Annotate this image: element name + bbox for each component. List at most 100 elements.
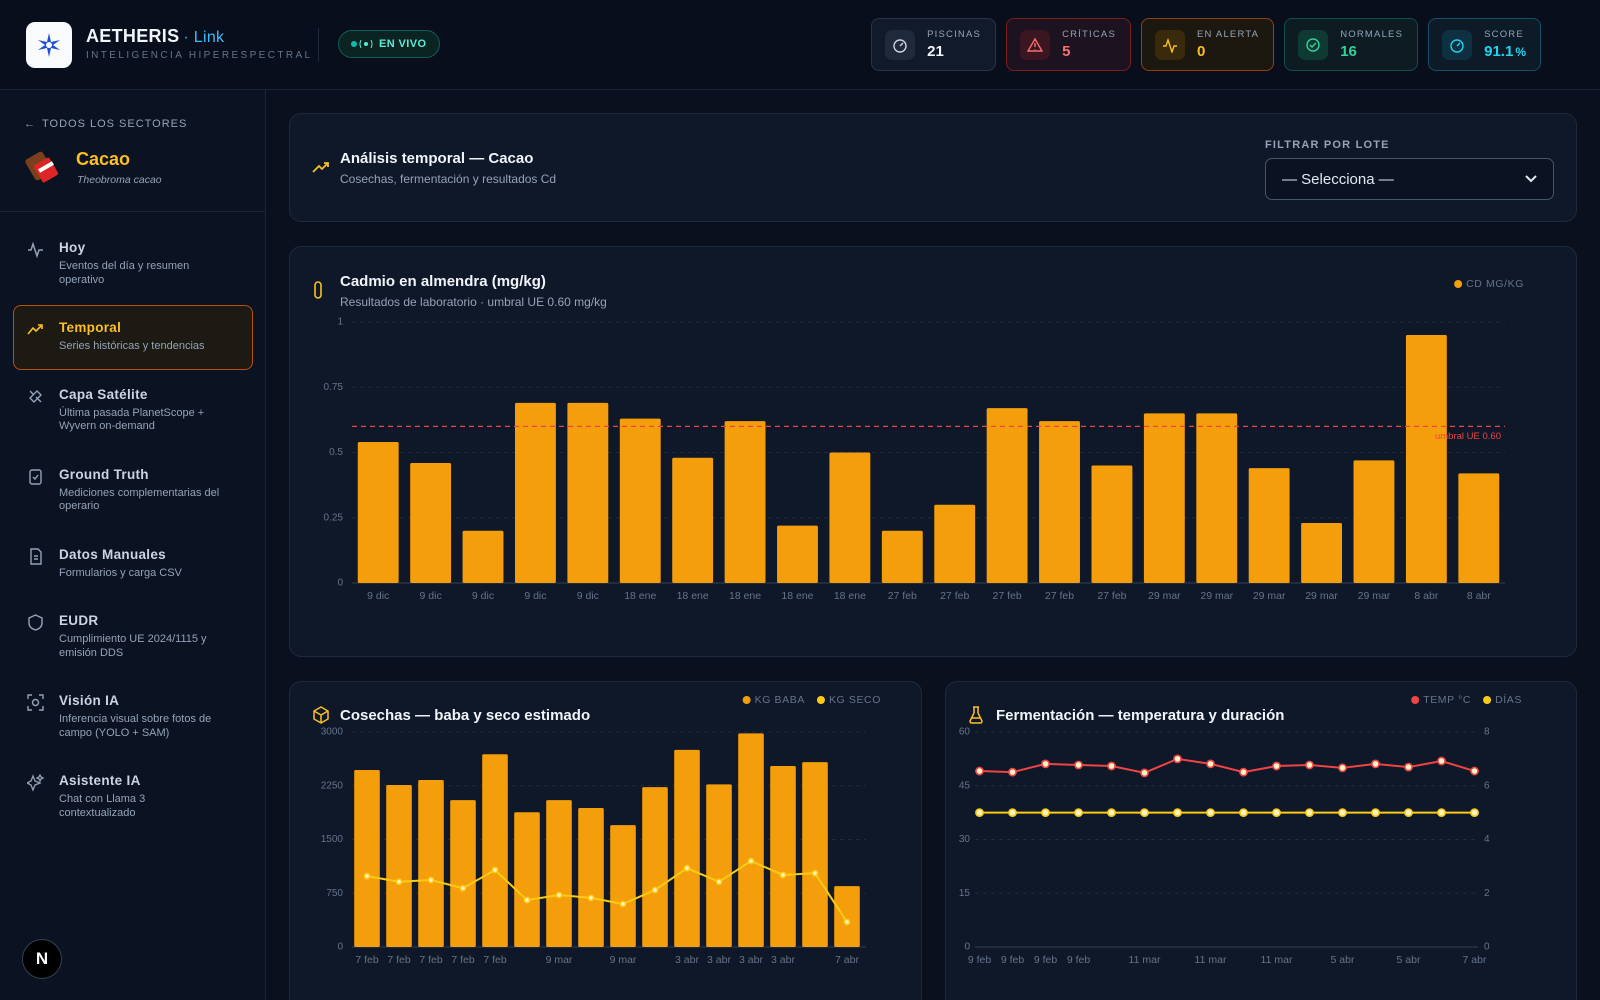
y2-tick-label: 8 [1484, 727, 1490, 738]
bar [462, 530, 504, 583]
nav-item[interactable]: Capa Satélite Última pasada PlanetScope +… [13, 372, 253, 450]
x-tick-label: 5 abr [1331, 954, 1355, 966]
stat-text: PISCINAS 21 [927, 29, 981, 60]
badge[interactable]: N [22, 939, 62, 979]
point [1470, 766, 1479, 776]
y2-tick-label: 6 [1484, 780, 1490, 791]
nav-title: Visión IA [59, 693, 120, 708]
x-tick-label: 9 feb [1034, 954, 1058, 966]
point [395, 878, 403, 886]
point [587, 894, 595, 902]
x-tick-label: 18 ene [729, 590, 761, 602]
point [843, 918, 851, 926]
bar [706, 784, 732, 947]
bar [619, 418, 661, 583]
x-tick-label: 11 mar [1195, 954, 1227, 966]
x-tick-label: 9 mar [610, 954, 637, 966]
bar [934, 504, 976, 583]
back-link[interactable]: ← TODOS LOS SECTORES [24, 118, 187, 130]
nav-subtitle: Inferencia visual sobre fotos de campo (… [59, 713, 212, 739]
nav-icon [29, 389, 42, 403]
nav-subtitle: Eventos del día y resumen operativo [59, 260, 190, 286]
stat-icon [885, 29, 916, 60]
sidebar [0, 90, 266, 1000]
bar [514, 402, 556, 583]
point [975, 766, 984, 776]
nav-item[interactable]: Ground Truth Mediciones complementarias d… [13, 452, 253, 530]
stat-icon [1442, 29, 1473, 60]
legend-label: KG SECO [829, 694, 881, 706]
nav-item[interactable]: Asistente IA Chat con Llama 3 contextuali… [13, 758, 253, 836]
nav-title: Ground Truth [59, 466, 149, 482]
point [555, 891, 563, 899]
bar [802, 762, 828, 947]
nav: Hoy Eventos del día y resumen operativo Te… [13, 225, 253, 836]
y-tick-label: 60 [959, 727, 971, 738]
nav-title: EUDR [59, 613, 99, 628]
legend-label: DÍAS [1495, 693, 1522, 706]
live-icon [351, 39, 373, 49]
bar [386, 785, 412, 947]
point [1107, 761, 1116, 771]
point [715, 878, 723, 886]
x-tick-label: 7 abr [1463, 954, 1487, 966]
nav-subtitle: Cumplimiento UE 2024/1115 y emisión DDS [59, 633, 207, 659]
nav-title: Datos Manuales [59, 546, 166, 562]
point [1140, 808, 1149, 818]
nav-item[interactable]: Hoy Eventos del día y resumen operativo [13, 225, 253, 303]
icon [1306, 37, 1320, 52]
x-tick-label: 8 abr [1414, 590, 1438, 602]
point [1239, 767, 1248, 777]
stat-value: 91.1 [1484, 43, 1514, 60]
x-tick-label: 29 mar [1200, 590, 1233, 602]
stat-label: CRÍTICAS [1062, 29, 1116, 40]
x-tick-label: 9 dic [577, 590, 599, 602]
x-tick-label: 9 mar [546, 954, 573, 966]
point [427, 876, 435, 884]
stat-value-row: 21 [927, 43, 981, 60]
select-value: — Selecciona — [1282, 170, 1394, 188]
stat-label: SCORE [1484, 29, 1524, 40]
nav-item[interactable]: Temporal Series históricas y tendencias [13, 305, 253, 370]
nav-icon [29, 468, 42, 485]
trend-icon [312, 162, 329, 173]
point [1404, 762, 1413, 772]
nav-icon [27, 694, 44, 711]
threshold-label: umbral UE 0.60 [1435, 431, 1501, 442]
nav-item[interactable]: Datos Manuales Formularios y carga CSV [13, 532, 253, 597]
logo[interactable] [26, 22, 72, 68]
nav-icon [28, 614, 43, 631]
y-tick-label: 0.25 [324, 512, 344, 523]
nav-item[interactable]: Visión IA Inferencia visual sobre fotos d… [13, 678, 253, 756]
point [1437, 808, 1446, 818]
stat-value: 5 [1062, 43, 1071, 60]
y2-tick-label: 4 [1484, 834, 1490, 845]
stat-card: NORMALES 16 [1284, 18, 1419, 71]
filter-select[interactable]: — Selecciona — [1265, 158, 1554, 200]
bar [578, 807, 604, 947]
stat-icon [1020, 29, 1051, 60]
live-label: EN VIVO [379, 38, 427, 50]
nav-item[interactable]: EUDR Cumplimiento UE 2024/1115 y emisión … [13, 598, 253, 676]
point [1272, 808, 1281, 818]
x-tick-label: 9 feb [1067, 954, 1091, 966]
tube-icon [314, 281, 322, 299]
x-tick-label: 11 mar [1261, 954, 1293, 966]
x-tick-label: 27 feb [1045, 590, 1074, 602]
tagline: INTELIGENCIA HIPERESPECTRAL [86, 50, 313, 61]
nav-title: Temporal [59, 320, 122, 335]
nav-subtitle: Mediciones complementarias del operario [59, 486, 220, 513]
nav-title: Hoy [59, 240, 86, 255]
panel-subtitle: Cosechas, fermentación y resultados Cd [340, 172, 557, 186]
stat-card: PISCINAS 21 [871, 18, 997, 71]
x-tick-label: 9 dic [420, 590, 442, 602]
brand-name: AETHERIS [86, 26, 180, 46]
point [1041, 808, 1050, 818]
x-tick-label: 27 feb [888, 590, 917, 602]
y-tick-label: 15 [959, 888, 971, 899]
x-tick-label: 29 mar [1253, 590, 1286, 602]
point [459, 884, 467, 892]
x-tick-label: 29 mar [1148, 590, 1181, 602]
sector-icon [25, 151, 59, 183]
x-tick-label: 9 feb [968, 954, 992, 966]
